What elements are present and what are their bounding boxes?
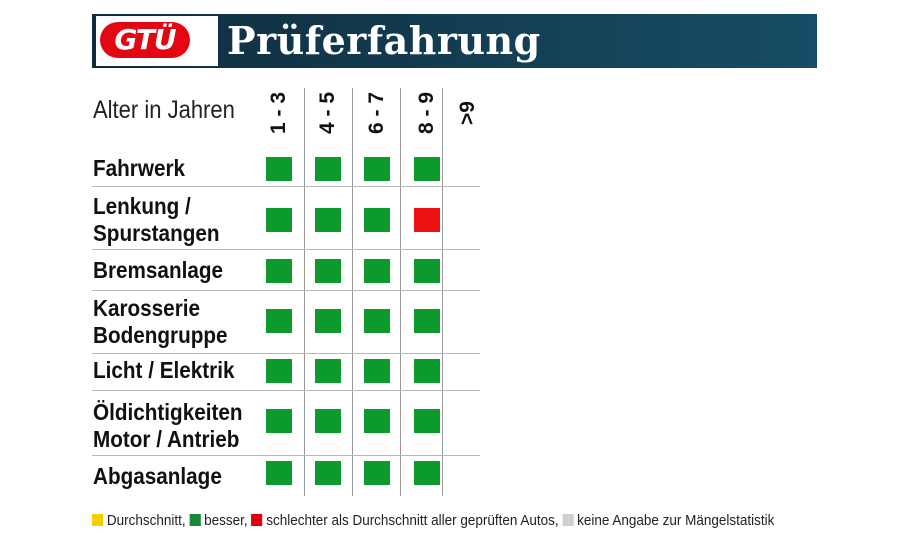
rating-cell-besser	[266, 309, 292, 333]
rating-cell-besser	[364, 157, 390, 181]
column-header-label: 1 - 3	[267, 91, 290, 135]
row-label: Öldichtigkeiten Motor / Antrieb	[93, 399, 243, 452]
legend-item: schlechter als Durchschnitt aller geprüf…	[251, 513, 559, 529]
column-header-label: 8 - 9	[415, 91, 438, 135]
grid-row-divider	[92, 249, 480, 250]
grid-row-divider	[92, 390, 480, 391]
rating-cell-besser	[315, 359, 341, 383]
rating-cell-besser	[266, 259, 292, 283]
rating-cell-besser	[364, 409, 390, 433]
grid-row-divider	[92, 353, 480, 354]
grid-column-divider	[304, 88, 305, 496]
column-header: >9	[445, 88, 491, 138]
rating-cell-besser	[266, 208, 292, 232]
rating-cell-besser	[414, 461, 440, 485]
rating-cell-besser	[414, 409, 440, 433]
axis-label: Alter in Jahren	[93, 96, 235, 124]
rating-cell-besser	[414, 359, 440, 383]
row-label: Licht / Elektrik	[93, 357, 235, 383]
rating-cell-besser	[364, 461, 390, 485]
rating-cell-besser	[315, 409, 341, 433]
legend-swatch	[562, 514, 574, 526]
rating-cell-besser	[364, 359, 390, 383]
legend-label: besser,	[204, 513, 248, 529]
grid-row-divider	[92, 290, 480, 291]
rating-cell-besser	[315, 208, 341, 232]
gtu-logo-text: GTÜ	[100, 22, 190, 58]
legend-swatch	[251, 514, 263, 526]
grid-column-divider	[400, 88, 401, 496]
row-label: Bremsanlage	[93, 257, 224, 283]
rating-cell-besser	[315, 461, 341, 485]
column-header-label: >9	[456, 101, 479, 125]
rating-cell-schlechter	[414, 208, 440, 232]
grid-row-divider	[92, 186, 480, 187]
row-label: Abgasanlage	[93, 463, 222, 489]
column-header-label: 6 - 7	[365, 91, 388, 135]
rating-cell-besser	[315, 157, 341, 181]
column-header: 8 - 9	[404, 88, 450, 138]
rating-cell-besser	[315, 309, 341, 333]
column-header-label: 4 - 5	[316, 91, 339, 135]
rating-cell-besser	[266, 409, 292, 433]
rating-cell-besser	[414, 157, 440, 181]
legend-swatch	[92, 514, 104, 526]
legend: Durchschnitt, besser, schlechter als Durch…	[92, 513, 778, 529]
legend-swatch	[189, 514, 201, 526]
rating-cell-besser	[414, 259, 440, 283]
column-header: 1 - 3	[256, 88, 302, 138]
rating-cell-besser	[266, 461, 292, 485]
page-title: Prüferfahrung	[227, 18, 541, 63]
rating-cell-besser	[414, 309, 440, 333]
rating-cell-besser	[364, 208, 390, 232]
legend-item: Durchschnitt,	[92, 513, 186, 529]
legend-label: schlechter als Durchschnitt aller geprüf…	[266, 513, 559, 529]
rating-cell-besser	[364, 259, 390, 283]
gtu-logo: GTÜ	[96, 16, 218, 66]
row-label: Karosserie Bodengruppe	[93, 295, 228, 348]
row-label: Fahrwerk	[93, 155, 186, 181]
column-header: 4 - 5	[305, 88, 351, 138]
grid-row-divider	[92, 455, 480, 456]
legend-label: Durchschnitt,	[106, 513, 186, 529]
column-header: 6 - 7	[354, 88, 400, 138]
rating-cell-besser	[266, 157, 292, 181]
grid-column-divider	[442, 88, 443, 496]
row-label: Lenkung / Spurstangen	[93, 193, 220, 246]
legend-item: besser,	[189, 513, 248, 529]
legend-item: keine Angabe zur Mängelstatistik	[562, 513, 774, 529]
rating-cell-besser	[266, 359, 292, 383]
rating-cell-besser	[364, 309, 390, 333]
rating-cell-besser	[315, 259, 341, 283]
grid-column-divider	[352, 88, 353, 496]
legend-label: keine Angabe zur Mängelstatistik	[577, 513, 775, 529]
